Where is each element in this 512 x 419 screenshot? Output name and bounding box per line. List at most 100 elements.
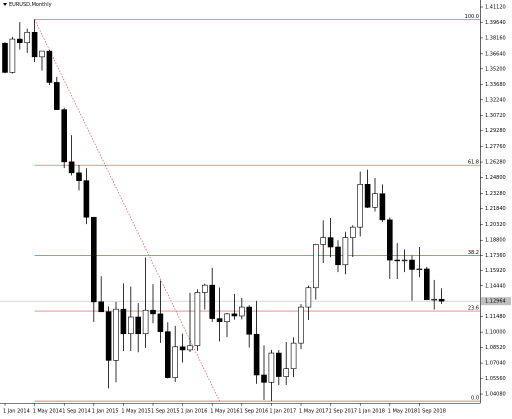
x-tick-label: 1 May 2016 (210, 409, 239, 415)
y-tick-label: 1.24800 (485, 175, 506, 181)
y-tick-label: 1.39640 (485, 20, 506, 26)
candle-body (194, 292, 201, 347)
candle-body (268, 352, 275, 383)
candle-body (231, 313, 238, 317)
candle-body (298, 306, 304, 344)
candle-body (179, 346, 186, 351)
y-tick-label: 1.08520 (485, 345, 506, 351)
candle-body (113, 308, 119, 361)
candle-body (24, 31, 31, 44)
current-price-box (481, 297, 511, 306)
candle-body (423, 268, 430, 301)
candle-body (98, 301, 104, 313)
candle-body (68, 161, 75, 174)
y-tick-label: 1.04080 (485, 392, 506, 398)
candle-body (187, 345, 193, 351)
y-tick-label: 1.27760 (485, 144, 506, 150)
fib-label: 100.0 (465, 14, 479, 20)
x-tick-label: 1 May 2018 (388, 409, 417, 415)
y-tick-label: 1.36640 (485, 51, 506, 57)
candle-body (216, 318, 223, 323)
x-tick-label: 1 May 2015 (121, 409, 150, 415)
y-tick-label: 1.17360 (485, 253, 506, 259)
y-tick-label: 1.15920 (485, 268, 506, 274)
candle-body (91, 216, 97, 303)
candle-body (16, 38, 23, 44)
candle-body (172, 346, 178, 378)
x-tick-label: 1 Jan 2016 (181, 409, 208, 415)
candle-body (120, 308, 127, 335)
y-tick-label: 1.14440 (485, 283, 506, 289)
candle-body (305, 287, 312, 308)
candle-body (142, 309, 149, 335)
x-tick-label: 1 Jan 2014 (3, 409, 30, 415)
x-tick-label: 1 May 2017 (299, 409, 328, 415)
candle-body (253, 333, 260, 376)
candle-body (53, 82, 60, 110)
fib-label: 0.0 (471, 396, 479, 402)
candle-body (76, 172, 82, 181)
candle-body (409, 259, 415, 270)
x-tick-label: 1 Jan 2015 (92, 409, 119, 415)
candle-body (202, 284, 208, 293)
fib-label: 61.8 (468, 160, 479, 166)
candle-body (372, 193, 378, 208)
candle-body (394, 259, 401, 262)
y-tick-label: 1.29280 (485, 128, 506, 134)
candle-body (31, 31, 38, 58)
y-tick-label: 1.33680 (485, 82, 506, 88)
y-tick-label: 1.18800 (485, 238, 506, 244)
y-tick-label: 1.21840 (485, 206, 506, 212)
candle-body (364, 184, 371, 208)
candle-body (224, 313, 230, 323)
candle-body (105, 311, 112, 361)
candle-body (246, 306, 252, 335)
candle-body (386, 219, 393, 261)
y-tick-label: 1.30720 (485, 113, 506, 119)
candle-body (335, 246, 341, 266)
y-tick-label: 1.05560 (485, 376, 506, 382)
x-tick-label: 1 May 2014 (33, 409, 62, 415)
candle-body (357, 184, 364, 228)
candle-body (275, 352, 282, 377)
candle-body (431, 298, 438, 301)
x-tick-label: 1 Sep 2014 (62, 409, 91, 415)
candle-body (165, 331, 171, 378)
y-tick-label: 1.38160 (485, 35, 506, 41)
candle-body (150, 309, 156, 315)
candle-body (157, 313, 164, 332)
x-tick-label: 1 Jan 2018 (358, 409, 385, 415)
current-price-label: 1.12964 (485, 299, 506, 305)
x-tick-label: 1 Sep 2016 (240, 409, 269, 415)
y-tick-label: 1.10000 (485, 330, 506, 336)
x-tick-label: 1 Sep 2015 (151, 409, 180, 415)
x-tick-label: 1 Sep 2017 (329, 409, 358, 415)
candle-body (39, 50, 45, 58)
candle-body (283, 368, 290, 377)
candle-body (83, 180, 90, 218)
y-tick-label: 1.26280 (485, 160, 506, 166)
candle-body (9, 38, 16, 73)
y-tick-label: 1.32240 (485, 97, 506, 103)
y-tick-label: 1.20320 (485, 222, 506, 228)
y-tick-label: 1.41120 (485, 5, 506, 11)
candle-body (128, 316, 134, 335)
candle-body (327, 237, 334, 248)
candle-body (2, 42, 8, 73)
fib-label: 38.2 (468, 250, 479, 256)
x-tick-label: 1 Sep 2018 (417, 409, 446, 415)
candle-body (61, 109, 68, 163)
candle-body (135, 316, 141, 335)
candle-body (416, 268, 423, 271)
candle-body (379, 193, 386, 221)
candle-body (261, 374, 267, 383)
menu-arrow (3, 3, 7, 6)
y-tick-label: 1.23280 (485, 191, 506, 197)
x-tick-label: 1 Jan 2017 (269, 409, 296, 415)
fib-label: 23.6 (468, 306, 479, 312)
candle-body (46, 50, 53, 83)
candle-body (342, 237, 349, 266)
candle-body (320, 237, 327, 245)
chart-title: EURUSD,Monthly (9, 2, 52, 8)
